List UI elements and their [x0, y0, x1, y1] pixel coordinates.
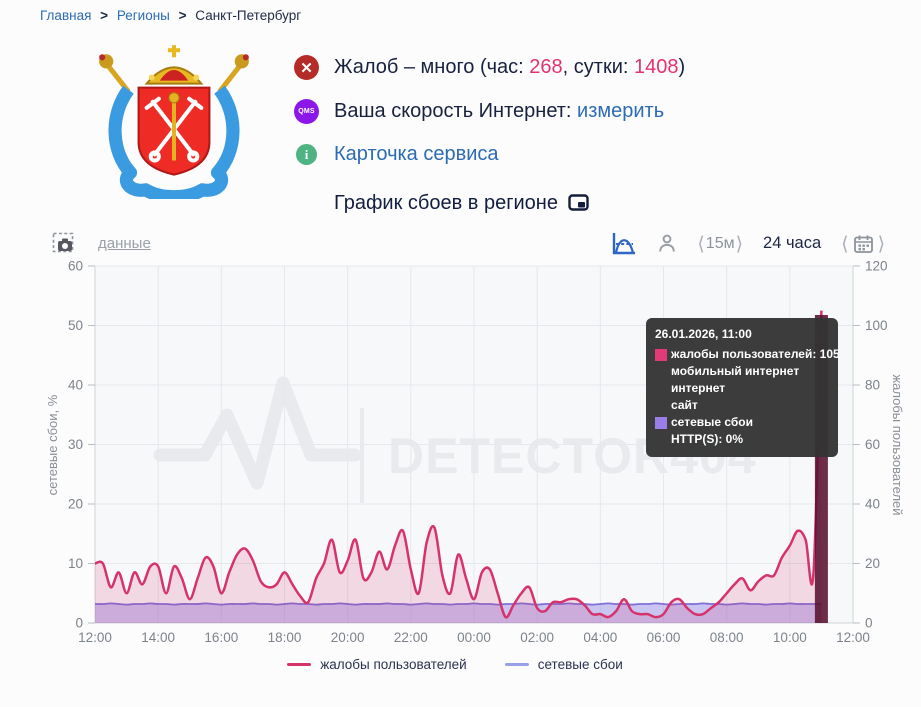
time-range-label: 24 часа [763, 234, 822, 252]
tooltip-row: мобильный интернет [671, 364, 800, 379]
complaints-day-count: 1408 [633, 56, 679, 78]
error-icon: ✕ [294, 55, 319, 80]
interval-value: 15м [705, 234, 735, 252]
distribution-button[interactable] [610, 231, 637, 256]
speed-label: Ваша скорость Интернет: [334, 100, 578, 122]
svg-text:80: 80 [865, 378, 880, 393]
svg-text:02:00: 02:00 [520, 630, 554, 645]
svg-text:04:00: 04:00 [583, 630, 617, 645]
tooltip-series-swatch [655, 416, 667, 429]
distribution-chart-icon [613, 233, 636, 255]
svg-text:40: 40 [68, 378, 83, 393]
svg-text:40: 40 [865, 497, 880, 512]
chart-section-title: График сбоев в регионе [334, 192, 685, 215]
legend-marker-failures [504, 663, 529, 666]
calendar-icon[interactable] [853, 234, 874, 254]
page-title: График сбоев в регионе [334, 192, 558, 214]
breadcrumb-separator: > [100, 8, 109, 23]
interval-bracket-right: ⟩ [735, 232, 744, 255]
speed-test-row: QMS Ваша скорость Интернет: измерить [294, 99, 685, 124]
screenshot-button[interactable] [52, 232, 76, 255]
svg-text:16:00: 16:00 [204, 630, 238, 645]
outage-chart[interactable]: DETECTOR404 0 10 20 30 40 50 60 0 20 40 60 80 100 120 1… [40, 258, 912, 656]
legend-marker-complaints [287, 663, 312, 666]
svg-text:жалобы пользователей: жалобы пользователей [890, 374, 905, 515]
svg-text:10:00: 10:00 [773, 630, 807, 645]
breadcrumb-separator: > [178, 8, 187, 23]
info-icon: i [296, 144, 317, 165]
spb-coat-of-arms [88, 37, 260, 204]
svg-text:сетевые сбои, %: сетевые сбои, % [45, 394, 60, 495]
svg-text:0: 0 [865, 616, 873, 631]
breadcrumb-current: Санкт-Петербург [195, 8, 302, 23]
service-card-link[interactable]: Карточка сервиса [334, 143, 499, 165]
person-icon [659, 234, 676, 252]
complaints-hour-count: 268 [529, 56, 563, 78]
service-card-row: i Карточка сервиса [294, 143, 685, 166]
interval-selector[interactable]: ⟨ 15м ⟩ [697, 233, 743, 255]
tooltip-row: HTTP(S): 0% [671, 432, 743, 447]
svg-text:10: 10 [68, 556, 83, 571]
coat-of-arms-image [99, 45, 249, 204]
svg-text:08:00: 08:00 [710, 630, 744, 645]
svg-text:60: 60 [68, 259, 83, 274]
interval-bracket-left: ⟨ [697, 232, 705, 255]
data-link[interactable]: данные [98, 235, 151, 252]
svg-text:20: 20 [68, 497, 83, 512]
user-button[interactable] [657, 233, 677, 254]
prev-period-arrow[interactable]: ⟨ [841, 232, 849, 255]
svg-text:18:00: 18:00 [268, 630, 302, 645]
monitor-icon [568, 194, 589, 211]
next-period-arrow[interactable]: ⟩ [877, 232, 885, 255]
tooltip-row: жалобы пользователей: 105 [655, 346, 840, 363]
complaints-status-text: Жалоб – много (час: 268, сутки: 1408) [334, 56, 686, 78]
svg-text:22:00: 22:00 [394, 630, 428, 645]
svg-text:00:00: 00:00 [457, 630, 491, 645]
measure-speed-link[interactable]: измерить [577, 100, 665, 122]
svg-text:14:00: 14:00 [141, 630, 175, 645]
tooltip-row: сайт [671, 398, 698, 413]
breadcrumb: Главная > Регионы > Санкт-Петербург [0, 0, 921, 23]
chart-tooltip: 26.01.2026, 11:00 жалобы пользователей: 1… [646, 318, 840, 458]
region-header: ✕ Жалоб – много (час: 268, сутки: 1408) … [88, 37, 921, 215]
tooltip-row: интернет [671, 381, 726, 396]
legend-label-complaints: жалобы пользователей [320, 657, 467, 672]
svg-text:100: 100 [865, 318, 888, 333]
svg-text:20:00: 20:00 [331, 630, 365, 645]
tooltip-series-swatch [655, 348, 667, 361]
svg-text:50: 50 [68, 318, 83, 333]
tooltip-row: сетевые сбои [655, 414, 828, 431]
breadcrumb-link-regions[interactable]: Регионы [116, 8, 170, 23]
svg-text:30: 30 [68, 437, 83, 452]
qms-icon: QMS [294, 99, 319, 124]
chart-legend: жалобы пользователей сетевые сбои [40, 657, 870, 672]
svg-text:0: 0 [75, 616, 83, 631]
svg-text:06:00: 06:00 [647, 630, 681, 645]
legend-label-failures: сетевые сбои [537, 657, 623, 672]
tooltip-title: 26.01.2026, 11:00 [655, 327, 752, 341]
chart-toolbar: данные ⟨ 15м ⟩ 24 часа ⟨ [52, 231, 885, 256]
status-column: ✕ Жалоб – много (час: 268, сутки: 1408) … [294, 37, 685, 215]
legend-item-failures[interactable]: сетевые сбои [504, 657, 623, 672]
svg-text:12:00: 12:00 [78, 630, 112, 645]
svg-text:60: 60 [865, 437, 880, 452]
svg-text:120: 120 [865, 259, 888, 274]
svg-text:20: 20 [865, 556, 880, 571]
camera-icon [52, 232, 74, 253]
breadcrumb-link-home[interactable]: Главная [40, 8, 92, 23]
legend-item-complaints[interactable]: жалобы пользователей [287, 657, 467, 672]
complaints-status-row: ✕ Жалоб – много (час: 268, сутки: 1408) [294, 55, 685, 80]
svg-text:12:00: 12:00 [836, 630, 870, 645]
